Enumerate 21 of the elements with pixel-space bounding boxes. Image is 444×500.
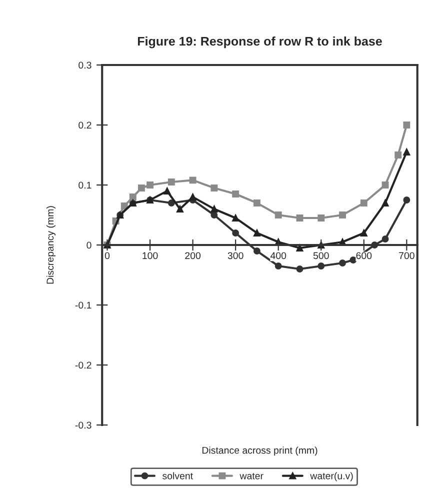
x-tick-label: 400 — [270, 252, 286, 260]
x-axis-title: Distance across print (mm) — [202, 446, 318, 456]
legend-label: solvent — [162, 472, 193, 480]
legend-label: water(u.v) — [310, 472, 353, 482]
y-tick-label: -0.2 — [75, 362, 92, 369]
y-tick-label: 0 — [86, 242, 92, 249]
y-tick-label: 0.2 — [78, 122, 92, 129]
x-tick-label: 300 — [228, 252, 244, 260]
y-axis-title: Discrepancy (mm) — [46, 206, 56, 284]
x-tick-label: 100 — [142, 252, 158, 260]
x-tick-label: 600 — [356, 252, 372, 260]
chart-title: Figure 19: Response of row R to ink base — [138, 36, 382, 48]
x-tick-label: 500 — [313, 252, 329, 260]
x-tick-label: 200 — [185, 252, 201, 260]
y-tick-label: 0.3 — [78, 62, 92, 69]
x-tick-label: 700 — [399, 252, 414, 260]
y-tick-label: -0.1 — [75, 302, 92, 309]
y-tick-label: -0.3 — [75, 422, 92, 429]
x-tick-label: 0 — [104, 252, 110, 260]
y-tick-label: 0.1 — [78, 182, 92, 189]
legend-label: water — [240, 472, 264, 480]
